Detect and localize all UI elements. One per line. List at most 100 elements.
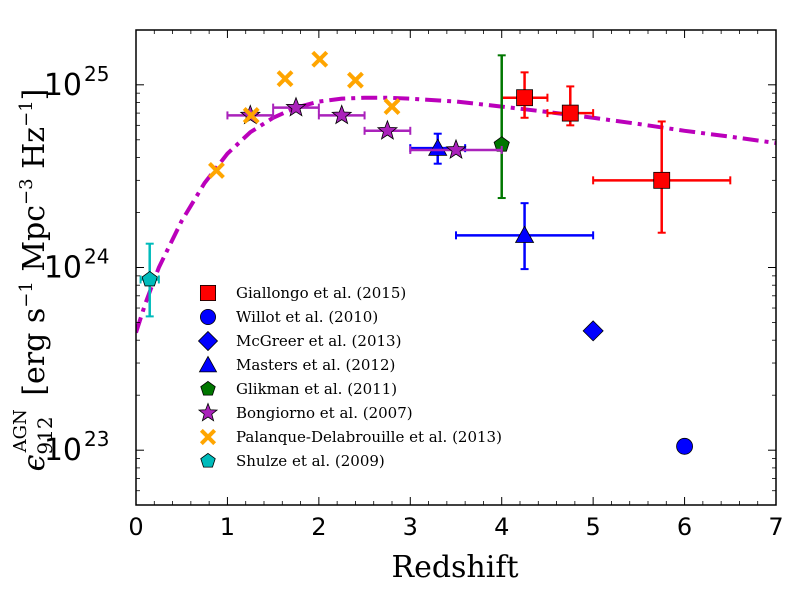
- x-tick-label-6: 6: [677, 513, 692, 541]
- x-tick-label-4: 4: [494, 513, 509, 541]
- series-7-point-4: [311, 50, 329, 68]
- y-tick-label-base: 10: [44, 251, 82, 286]
- series-7-point-6-stroke-b: [383, 98, 401, 115]
- series-2-point-1-shape: [676, 437, 693, 455]
- legend-label-7: Palanque-Delabrouille et al. (2013): [236, 428, 502, 446]
- legend-marker-1-shape: [199, 284, 216, 301]
- legend-label-5: Glikman et al. (2011): [236, 380, 397, 398]
- series-4: [409, 132, 595, 271]
- legend: Giallongo et al. (2015) Willot et al. (20…: [197, 284, 502, 470]
- legend-marker-6: [197, 402, 219, 422]
- series-7-point-1-stroke-b: [208, 161, 225, 179]
- series-7-point-5: [347, 71, 364, 89]
- series-8: [139, 242, 160, 318]
- series-5-point-1-errorbars: [497, 54, 506, 200]
- legend-marker-4-shape: [198, 355, 218, 373]
- legend-marker-2-shape: [199, 308, 216, 325]
- series-5: [493, 54, 510, 200]
- legend-label-4: Masters et al. (2012): [236, 356, 395, 374]
- series-4-point-1-shape: [428, 138, 448, 156]
- legend-marker-1: [199, 284, 216, 301]
- series-7-point-3-stroke-b: [276, 70, 294, 88]
- legend-item-1: Giallongo et al. (2015): [199, 284, 406, 302]
- series-7-point-5-stroke-b: [347, 71, 364, 89]
- plot-layer: [136, 50, 776, 455]
- legend-item-7: Palanque-Delabrouille et al. (2013): [199, 428, 502, 446]
- series-1-point-3-shape: [653, 171, 671, 189]
- x-tick-label-2: 2: [311, 513, 326, 541]
- y-tick-label-23: 10 23: [44, 427, 110, 468]
- legend-label-8: Shulze et al. (2009): [236, 452, 385, 470]
- series-6-point-4: [376, 119, 399, 140]
- series-8-point-1: [141, 270, 158, 287]
- legend-marker-8: [200, 452, 216, 468]
- series-7-point-6: [383, 98, 401, 115]
- legend-label-3: McGreer et al. (2013): [236, 332, 401, 350]
- series-2: [676, 437, 693, 455]
- plot-area: [136, 50, 776, 455]
- series-8-point-1-shape: [141, 270, 158, 287]
- series-6-point-3-shape: [331, 104, 353, 125]
- series-7-point-2: [242, 106, 260, 124]
- legend-marker-7-stroke-b: [199, 428, 217, 446]
- y-tick-label-base: 10: [44, 433, 82, 468]
- legend-marker-4: [198, 355, 218, 373]
- series-7-point-3: [276, 70, 294, 88]
- legend-item-5: Glikman et al. (2011): [200, 380, 397, 398]
- series-1-point-3: [653, 171, 671, 189]
- fit-curve-line: [136, 95, 776, 334]
- series-3: [582, 320, 604, 342]
- y-tick-label-24: 10 24: [44, 245, 110, 286]
- y-tick-label-base: 10: [44, 68, 82, 103]
- series-4-point-2: [514, 225, 535, 243]
- y-axis-label: ϵ912AGN [erg s−1 Mpc−3 Hz−1]: [10, 89, 57, 472]
- legend-marker-2: [199, 308, 216, 325]
- legend-item-4: Masters et al. (2012): [198, 355, 395, 374]
- x-tick-label-5: 5: [586, 513, 601, 541]
- legend-marker-3-shape: [197, 330, 219, 352]
- legend-marker-7: [199, 428, 217, 446]
- series-6-point-2-shape: [285, 96, 307, 117]
- series-7: [208, 50, 401, 179]
- legend-marker-5-shape: [200, 380, 216, 396]
- series-6: [226, 96, 503, 159]
- series-6-point-2: [285, 96, 307, 117]
- series-6-point-4-shape: [376, 119, 399, 140]
- legend-label-1: Giallongo et al. (2015): [236, 284, 406, 302]
- series-6-point-5-shape: [445, 138, 467, 159]
- x-axis-label: Redshift: [391, 550, 518, 585]
- series-1: [500, 71, 732, 234]
- legend-marker-8-shape: [200, 452, 216, 468]
- series-7-point-1: [208, 161, 225, 179]
- series-3-point-1: [582, 320, 604, 342]
- legend-item-2: Willot et al. (2010): [199, 308, 378, 326]
- y-tick-label-25: 10 25: [44, 62, 110, 103]
- legend-marker-3: [197, 330, 219, 352]
- series-2-point-1: [676, 437, 693, 455]
- legend-label-2: Willot et al. (2010): [236, 308, 378, 326]
- series-7-point-2-stroke-b: [242, 106, 260, 124]
- x-tick-label-7: 7: [768, 513, 783, 541]
- series-1-point-1-shape: [516, 89, 533, 107]
- series-1-point-2-shape: [561, 104, 579, 122]
- y-tick-label-exp: 25: [84, 62, 109, 86]
- series-6-point-5: [445, 138, 467, 159]
- legend-marker-5: [200, 380, 216, 396]
- x-tick-label-3: 3: [403, 513, 418, 541]
- y-tick-label-exp: 23: [84, 427, 109, 451]
- x-tick-label-1: 1: [220, 513, 235, 541]
- series-6-point-3: [331, 104, 353, 125]
- series-1-point-1: [516, 89, 533, 107]
- legend-item-8: Shulze et al. (2009): [200, 452, 385, 470]
- legend-item-3: McGreer et al. (2013): [197, 330, 401, 352]
- legend-marker-6-shape: [197, 402, 219, 422]
- y-tick-label-exp: 24: [84, 245, 109, 269]
- series-7-point-4-stroke-b: [311, 50, 329, 68]
- y-axis-label-text: ϵ912AGN [erg s−1 Mpc−3 Hz−1]: [10, 89, 57, 472]
- series-3-point-1-shape: [582, 320, 604, 342]
- series-4-point-2-shape: [514, 225, 535, 243]
- x-tick-label-0: 0: [128, 513, 143, 541]
- series-4-point-1: [428, 138, 448, 156]
